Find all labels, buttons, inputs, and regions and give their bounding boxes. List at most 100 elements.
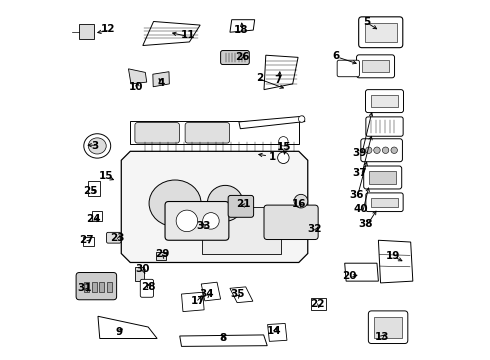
Ellipse shape (207, 185, 243, 221)
Circle shape (176, 210, 197, 231)
Text: 20: 20 (342, 271, 356, 281)
Polygon shape (344, 263, 378, 281)
FancyBboxPatch shape (107, 232, 121, 243)
Text: 6: 6 (333, 51, 340, 61)
Bar (362, 60, 389, 72)
Circle shape (294, 194, 308, 208)
Bar (92, 282, 97, 292)
FancyBboxPatch shape (361, 139, 402, 162)
Text: 37: 37 (352, 168, 367, 178)
FancyBboxPatch shape (165, 202, 229, 240)
FancyBboxPatch shape (366, 117, 403, 136)
FancyBboxPatch shape (366, 90, 403, 113)
Polygon shape (128, 69, 147, 84)
Bar (369, 171, 396, 184)
Circle shape (203, 213, 219, 229)
Text: 17: 17 (190, 296, 205, 306)
Polygon shape (180, 335, 267, 346)
Circle shape (278, 152, 289, 163)
Text: 24: 24 (86, 215, 101, 224)
Circle shape (382, 147, 389, 153)
Text: 29: 29 (155, 249, 170, 259)
FancyBboxPatch shape (228, 195, 254, 217)
Text: 30: 30 (135, 264, 149, 274)
Text: 13: 13 (375, 332, 389, 342)
Text: 23: 23 (110, 233, 124, 243)
Bar (365, 23, 397, 41)
FancyBboxPatch shape (140, 279, 153, 297)
Bar (202, 207, 281, 253)
Text: 2: 2 (256, 73, 263, 83)
Ellipse shape (88, 138, 106, 154)
Text: 16: 16 (292, 199, 307, 210)
Polygon shape (230, 287, 253, 303)
Bar (311, 298, 326, 310)
Polygon shape (143, 22, 200, 45)
FancyBboxPatch shape (359, 17, 403, 48)
Text: 39: 39 (353, 148, 367, 158)
Text: 4: 4 (158, 78, 165, 88)
Bar (135, 267, 144, 281)
Circle shape (298, 116, 305, 122)
Bar (107, 282, 112, 292)
FancyBboxPatch shape (368, 311, 408, 343)
Circle shape (391, 147, 397, 153)
FancyBboxPatch shape (264, 205, 318, 239)
Text: 11: 11 (180, 31, 195, 40)
Ellipse shape (149, 180, 201, 226)
FancyBboxPatch shape (76, 273, 117, 300)
Text: 28: 28 (141, 282, 155, 292)
FancyBboxPatch shape (135, 123, 179, 143)
Text: 15: 15 (276, 142, 291, 152)
Text: 3: 3 (92, 141, 98, 151)
Text: 32: 32 (307, 224, 321, 234)
FancyBboxPatch shape (185, 123, 230, 143)
Text: 10: 10 (129, 82, 144, 92)
Polygon shape (264, 55, 298, 90)
Circle shape (279, 136, 288, 146)
Text: 18: 18 (234, 25, 248, 35)
Ellipse shape (84, 134, 111, 158)
Polygon shape (122, 151, 308, 262)
Text: 26: 26 (235, 52, 249, 62)
Text: 1: 1 (269, 152, 276, 162)
Text: 19: 19 (386, 251, 400, 261)
Text: 40: 40 (353, 204, 368, 215)
Polygon shape (98, 316, 157, 338)
FancyBboxPatch shape (357, 55, 394, 78)
Bar (84, 282, 89, 292)
FancyBboxPatch shape (220, 50, 249, 64)
FancyBboxPatch shape (364, 166, 402, 189)
Text: 7: 7 (275, 75, 282, 85)
Bar (83, 237, 95, 246)
Text: 38: 38 (358, 219, 372, 229)
Polygon shape (181, 292, 204, 312)
Bar (88, 181, 100, 196)
Circle shape (366, 147, 372, 153)
Polygon shape (239, 116, 305, 129)
Bar (79, 24, 95, 40)
Text: 34: 34 (199, 289, 214, 299)
Bar (92, 211, 101, 221)
Bar (374, 317, 402, 338)
Bar (99, 282, 104, 292)
Text: 35: 35 (231, 289, 245, 299)
Bar (371, 198, 398, 207)
Text: 8: 8 (219, 333, 226, 343)
Text: 14: 14 (267, 326, 282, 336)
Bar (156, 252, 166, 260)
Text: 9: 9 (115, 327, 122, 337)
Text: 12: 12 (101, 24, 115, 35)
Polygon shape (201, 282, 220, 301)
Text: 5: 5 (363, 17, 370, 27)
Circle shape (374, 147, 380, 153)
Text: 36: 36 (349, 190, 364, 200)
Text: 27: 27 (79, 235, 94, 245)
Bar (130, 121, 299, 144)
Text: 15: 15 (99, 171, 114, 181)
Polygon shape (378, 240, 413, 283)
FancyBboxPatch shape (366, 193, 403, 212)
Bar (371, 95, 398, 107)
Text: 25: 25 (83, 186, 98, 196)
Text: 21: 21 (236, 199, 250, 210)
